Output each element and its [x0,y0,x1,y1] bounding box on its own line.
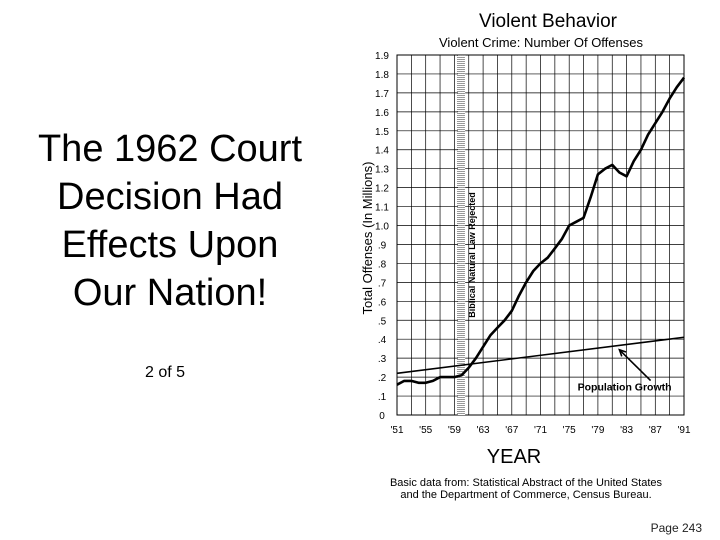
chart-annotations: Population Growth [578,348,672,394]
y-tick-label: 1.8 [375,70,389,81]
annotation-label: Population Growth [578,382,672,394]
marker-label: Biblical Natural Law Rejected [467,192,477,318]
y-tick-label: 0 [379,411,385,422]
x-tick-label: '71 [534,425,547,436]
source-note-line-1: Basic data from: Statistical Abstract of… [390,477,663,489]
source-note-line-2: and the Department of Commerce, Census B… [400,489,651,501]
y-tick-label: 1.3 [375,165,389,176]
x-tick-label: '59 [448,425,461,436]
y-tick-label: .1 [378,392,387,403]
x-tick-label: '87 [649,425,662,436]
x-tick-label: '67 [505,425,518,436]
slide-heading-line: Effects Upon [61,224,279,266]
y-tick-label: .8 [378,259,387,270]
x-axis-label: YEAR [487,446,541,468]
chart-series [396,76,686,386]
x-tick-label: '79 [591,425,604,436]
annotation-arrow [618,349,652,382]
y-tick-label: .2 [378,373,387,384]
x-tick-label: '51 [390,425,403,436]
chart-grid [396,54,685,416]
population-growth-line [396,336,685,375]
y-tick-label: .5 [378,316,387,327]
y-tick-label: 1.2 [375,184,389,195]
chart-subtitle: Violent Crime: Number Of Offenses [439,35,643,50]
y-tick-label: .3 [378,354,387,365]
annotation-arrowhead [618,348,627,357]
x-tick-label: '75 [563,425,576,436]
y-tick-label: 1.5 [375,127,389,138]
marker-band [457,55,466,415]
chart-ticks: 0 .1 .2 .3 .4 .5 .6 .7 .8 .9 1.0 1.1 1.2 1.3 1.4 1.5 1.6… [375,51,691,436]
slide-heading-line: Our Nation! [72,272,268,314]
y-tick-label: .9 [378,240,387,251]
x-tick-label: '91 [677,425,690,436]
y-tick-label: .7 [378,278,387,289]
slide-heading-line: Decision Had [57,176,283,218]
y-tick-label: .6 [378,297,387,308]
slide-heading: The 1962 Court Decision Had Effects Upon Ou… [20,125,320,317]
y-tick-label: 1.1 [375,203,389,214]
y-axis-label: Total Offenses (In Millions) [360,162,375,315]
slide-heading-line: The 1962 Court [37,128,303,170]
y-tick-label: 1.9 [375,51,389,62]
y-tick-label: 1.4 [375,146,389,157]
chart-title: Violent Behavior [479,11,618,32]
slide-counter: 2 of 5 [144,364,186,381]
page-number: Page 243 [650,521,702,535]
x-tick-label: '63 [477,425,490,436]
y-tick-label: .4 [378,335,387,346]
x-tick-label: '83 [620,425,633,436]
x-tick-label: '55 [419,425,432,436]
violent-offenses-line [396,76,686,386]
y-tick-label: 1.6 [375,108,389,119]
y-tick-label: 1.0 [375,222,389,233]
y-tick-label: 1.7 [375,89,389,100]
law-rejected-marker: Biblical Natural Law Rejected [457,55,477,415]
